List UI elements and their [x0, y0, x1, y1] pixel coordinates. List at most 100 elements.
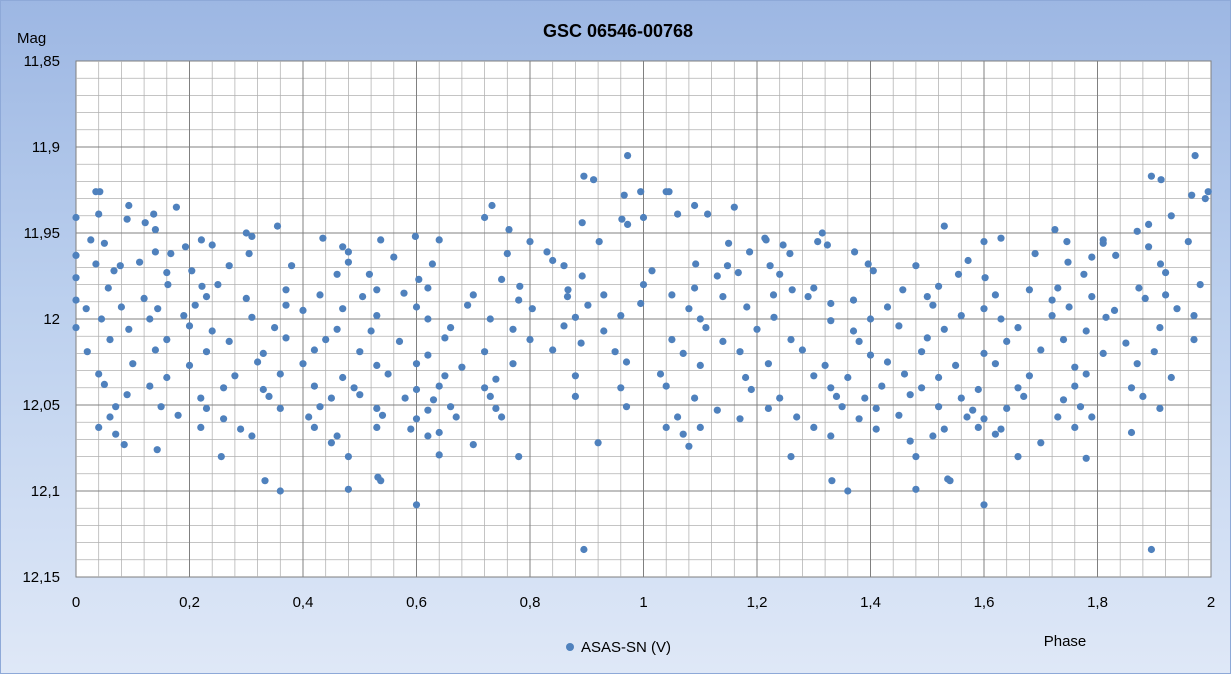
data-point [528, 305, 536, 313]
data-point [188, 267, 196, 275]
y-tick-label: 12,1 [31, 483, 60, 500]
data-point [458, 363, 466, 371]
data-point [685, 442, 693, 450]
data-point [1082, 454, 1090, 462]
data-point [106, 336, 114, 344]
data-point [123, 215, 131, 223]
data-point [1167, 373, 1175, 382]
data-point [373, 423, 381, 431]
data-point [776, 270, 784, 278]
data-point [743, 303, 751, 311]
data-point [823, 241, 832, 249]
data-point [424, 284, 432, 292]
data-point [747, 385, 755, 394]
data-point [1127, 384, 1136, 392]
data-point [1139, 392, 1147, 400]
data-point [964, 256, 972, 265]
data-point [1191, 152, 1199, 160]
data-point [339, 305, 347, 313]
data-point [217, 453, 225, 461]
data-point [83, 348, 91, 356]
data-point [674, 413, 682, 421]
data-point [1014, 324, 1022, 332]
data-point [1076, 403, 1085, 411]
data-point [116, 262, 124, 270]
data-point [736, 415, 744, 423]
data-point [505, 226, 513, 234]
data-point [110, 267, 118, 275]
data-point [980, 349, 988, 357]
data-point [600, 327, 608, 335]
data-point [844, 487, 852, 495]
data-point [787, 453, 795, 461]
data-point [377, 236, 385, 244]
data-point [365, 270, 373, 278]
data-point [163, 269, 171, 277]
data-point [225, 337, 233, 345]
data-point [549, 346, 557, 354]
data-point [1020, 392, 1028, 400]
data-point [424, 351, 432, 359]
x-tick-label: 1,2 [747, 594, 768, 611]
data-point [1190, 336, 1198, 344]
data-point [997, 425, 1005, 433]
data-point [736, 348, 744, 356]
data-point [327, 439, 335, 447]
data-point [395, 337, 404, 345]
data-point [691, 394, 699, 402]
data-point [180, 312, 188, 320]
data-point [136, 258, 144, 266]
data-point [503, 250, 511, 258]
y-tick-label: 11,85 [24, 53, 60, 70]
data-point [333, 325, 341, 333]
data-point [1088, 413, 1096, 421]
data-point [288, 262, 296, 270]
data-point [248, 313, 256, 321]
data-point [656, 370, 665, 378]
data-point [282, 286, 290, 294]
data-point [276, 487, 284, 495]
data-point [185, 361, 194, 369]
data-point [254, 358, 262, 366]
data-point [776, 394, 784, 402]
data-point [1048, 296, 1056, 304]
data-point [770, 313, 778, 321]
data-point [662, 382, 670, 390]
data-point [117, 303, 125, 311]
data-point [918, 384, 926, 392]
data-point [377, 477, 385, 485]
data-point [248, 232, 256, 240]
data-point [814, 238, 822, 246]
data-point [900, 370, 909, 378]
data-point [333, 270, 341, 278]
data-point [259, 385, 267, 394]
data-point [866, 315, 875, 323]
data-point [940, 425, 948, 433]
data-point [668, 336, 676, 344]
data-point [1071, 363, 1079, 371]
data-point [1003, 404, 1011, 412]
data-point [486, 315, 494, 323]
data-point [679, 430, 687, 438]
data-point [571, 392, 580, 400]
data-point [617, 384, 625, 392]
x-tick-label: 0,2 [179, 594, 200, 611]
data-point [141, 219, 149, 227]
data-point [344, 485, 352, 493]
data-point [322, 336, 330, 344]
data-point [492, 375, 500, 383]
data-point [1162, 269, 1170, 277]
data-point [1037, 346, 1045, 354]
data-point [1112, 251, 1120, 259]
data-point [818, 229, 826, 237]
data-point [935, 373, 943, 382]
data-point [526, 238, 534, 246]
data-point [181, 243, 190, 251]
data-point [202, 348, 211, 356]
data-point [1141, 294, 1149, 302]
data-point [1054, 284, 1062, 292]
x-tick-label: 1,4 [860, 594, 881, 611]
data-point [563, 293, 572, 301]
data-point [197, 423, 205, 431]
